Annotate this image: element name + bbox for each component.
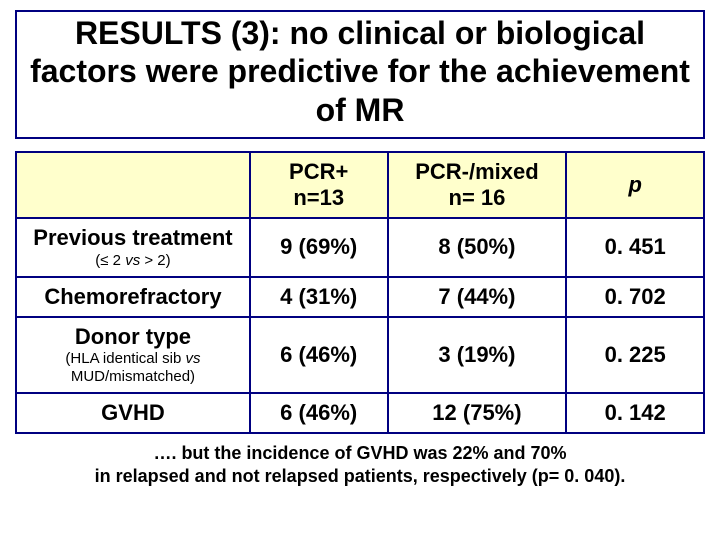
header-pcr-mixed: PCR-/mixed n= 16 [388,152,567,218]
footnote-line1: …. but the incidence of GVHD was 22% and… [153,443,566,463]
row3-label-main: Donor type [75,324,191,349]
row1-label: Previous treatment (≤ 2 vs > 2) [16,218,250,276]
row2-c1: 4 (31%) [250,277,388,317]
row2-c3: 0. 702 [566,277,704,317]
header-col2-line2: n= 16 [393,185,562,211]
row3-c1: 6 (46%) [250,317,388,393]
row1-label-sub: (≤ 2 vs > 2) [21,252,245,270]
header-p-text: p [628,172,641,197]
table-row: Previous treatment (≤ 2 vs > 2) 9 (69%) … [16,218,704,276]
row4-c2: 12 (75%) [388,393,567,433]
row3-c2: 3 (19%) [388,317,567,393]
row1-c2: 8 (50%) [388,218,567,276]
table-row: Chemorefractory 4 (31%) 7 (44%) 0. 702 [16,277,704,317]
page-title: RESULTS (3): no clinical or biological f… [27,14,693,129]
row3-label-sub: (HLA identical sib vs MUD/mismatched) [21,350,245,386]
title-box: RESULTS (3): no clinical or biological f… [15,10,705,139]
footnote: …. but the incidence of GVHD was 22% and… [15,442,705,489]
row1-label-main: Previous treatment [33,225,232,250]
row3-label: Donor type (HLA identical sib vs MUD/mis… [16,317,250,393]
footnote-line2: in relapsed and not relapsed patients, r… [95,466,626,486]
row4-label: GVHD [16,393,250,433]
header-row: PCR+ n=13 PCR-/mixed n= 16 p [16,152,704,218]
header-p: p [566,152,704,218]
row2-c2: 7 (44%) [388,277,567,317]
row2-label: Chemorefractory [16,277,250,317]
row4-c1: 6 (46%) [250,393,388,433]
row1-c3: 0. 451 [566,218,704,276]
header-col1-line1: PCR+ [255,159,383,185]
header-pcr-plus: PCR+ n=13 [250,152,388,218]
results-table: PCR+ n=13 PCR-/mixed n= 16 p Previous tr… [15,151,705,434]
header-blank [16,152,250,218]
table-row: GVHD 6 (46%) 12 (75%) 0. 142 [16,393,704,433]
table-row: Donor type (HLA identical sib vs MUD/mis… [16,317,704,393]
row3-c3: 0. 225 [566,317,704,393]
row4-c3: 0. 142 [566,393,704,433]
header-col2-line1: PCR-/mixed [393,159,562,185]
row1-c1: 9 (69%) [250,218,388,276]
header-col1-line2: n=13 [255,185,383,211]
